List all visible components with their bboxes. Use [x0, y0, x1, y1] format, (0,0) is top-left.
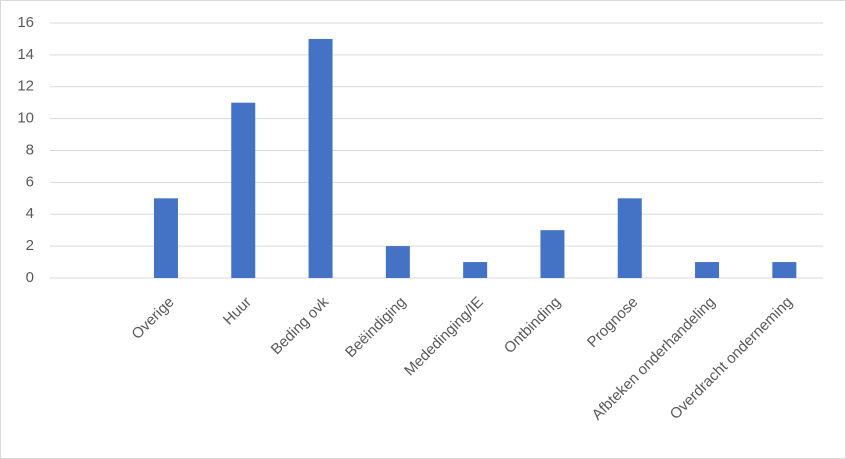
bar: [153, 198, 178, 278]
y-tick-label: 2: [26, 237, 34, 254]
y-tick-label: 4: [26, 205, 34, 222]
bar: [540, 230, 565, 278]
bar: [617, 198, 642, 278]
y-tick-label: 12: [17, 78, 34, 95]
y-tick-label: 0: [26, 269, 34, 286]
bar: [385, 246, 410, 278]
bar: [231, 102, 256, 278]
bar: [308, 38, 333, 278]
bar: [463, 262, 488, 278]
bar: [695, 262, 720, 278]
y-tick-label: 10: [17, 110, 34, 127]
y-tick-label: 14: [17, 46, 34, 63]
y-tick-label: 8: [26, 141, 34, 158]
y-tick-label: 6: [26, 173, 34, 190]
y-tick-label: 16: [17, 14, 34, 31]
bar: [772, 262, 797, 278]
